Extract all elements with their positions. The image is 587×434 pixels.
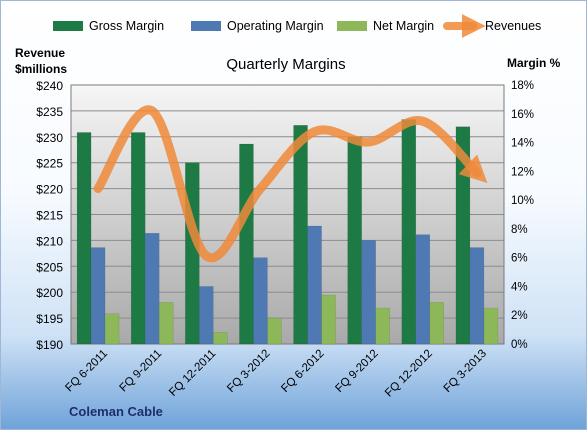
bar-net-margin bbox=[429, 302, 445, 345]
category-label: FQ 12-2011 bbox=[167, 348, 218, 399]
bar-operating-margin bbox=[253, 257, 268, 345]
bar-net-margin bbox=[213, 332, 228, 345]
plot-border bbox=[70, 84, 505, 345]
bar-operating-margin bbox=[307, 225, 322, 345]
legend-label: Operating Margin bbox=[227, 19, 324, 33]
bar-operating-margin bbox=[199, 286, 214, 345]
left-tick-label: $210 bbox=[36, 234, 63, 248]
legend-label: Revenues bbox=[485, 19, 541, 33]
category-label: FQ 9-2011 bbox=[118, 348, 165, 395]
left-tick-label: $195 bbox=[36, 312, 63, 326]
bar-gross-margin bbox=[76, 132, 92, 345]
bar-operating-margin bbox=[90, 247, 106, 345]
left-tick-label: $200 bbox=[36, 286, 63, 300]
legend-swatch bbox=[191, 21, 221, 31]
left-tick-label: $215 bbox=[36, 209, 63, 223]
left-tick-label: $230 bbox=[36, 131, 63, 145]
category-label: FQ 3-2013 bbox=[442, 348, 489, 395]
right-tick-label: 0% bbox=[511, 339, 528, 351]
bar-net-margin bbox=[267, 317, 282, 345]
right-tick-label: 6% bbox=[511, 253, 528, 265]
bar-operating-margin bbox=[144, 232, 160, 345]
bar-net-margin bbox=[483, 307, 499, 345]
company-name: Coleman Cable bbox=[69, 404, 163, 419]
left-tick-label: $190 bbox=[36, 338, 63, 352]
category-label: FQ 9-2012 bbox=[333, 348, 380, 395]
left-tick-label: $235 bbox=[36, 105, 63, 119]
right-tick-label: 18% bbox=[511, 80, 534, 92]
legend-label: Gross Margin bbox=[89, 19, 164, 33]
bar-operating-margin bbox=[469, 247, 485, 345]
category-label: FQ 6-2011 bbox=[63, 348, 110, 395]
bar-net-margin bbox=[321, 294, 336, 345]
revenues-line bbox=[93, 105, 488, 263]
category-label: FQ 3-2012 bbox=[225, 348, 272, 395]
right-tick-label: 10% bbox=[511, 195, 534, 207]
left-tick-label: $240 bbox=[36, 79, 63, 93]
right-tick-label: 12% bbox=[511, 166, 534, 178]
left-tick-label: $220 bbox=[36, 183, 63, 197]
bar-net-margin bbox=[158, 302, 174, 345]
legend-label: Net Margin bbox=[373, 19, 434, 33]
right-tick-label: 2% bbox=[511, 310, 528, 322]
bar-operating-margin bbox=[361, 240, 376, 345]
legend-swatch bbox=[337, 21, 367, 31]
right-tick-label: 16% bbox=[511, 109, 534, 121]
right-tick-label: 4% bbox=[511, 281, 528, 293]
chart-title: Quarterly Margins bbox=[226, 56, 345, 73]
right-axis-label: Margin % bbox=[507, 56, 561, 70]
right-tick-label: 8% bbox=[511, 224, 528, 236]
bar-gross-margin bbox=[347, 136, 362, 345]
left-tick-label: $225 bbox=[36, 157, 63, 171]
bar-net-margin bbox=[375, 307, 390, 345]
left-axis-label-unit: $millions bbox=[15, 62, 67, 76]
category-label: FQ 12-2012 bbox=[383, 348, 435, 400]
left-tick-label: $205 bbox=[36, 260, 63, 274]
bar-gross-margin bbox=[185, 162, 200, 345]
left-axis-label: Revenue bbox=[15, 46, 65, 60]
bar-gross-margin bbox=[239, 143, 254, 345]
bar-gross-margin bbox=[293, 125, 308, 345]
category-label: FQ 6-2012 bbox=[279, 348, 326, 395]
legend-swatch bbox=[53, 21, 83, 31]
bar-gross-margin bbox=[130, 132, 146, 345]
bar-gross-margin bbox=[401, 119, 417, 345]
right-tick-label: 14% bbox=[511, 138, 534, 150]
bar-net-margin bbox=[104, 313, 120, 345]
bar-operating-margin bbox=[415, 234, 431, 345]
